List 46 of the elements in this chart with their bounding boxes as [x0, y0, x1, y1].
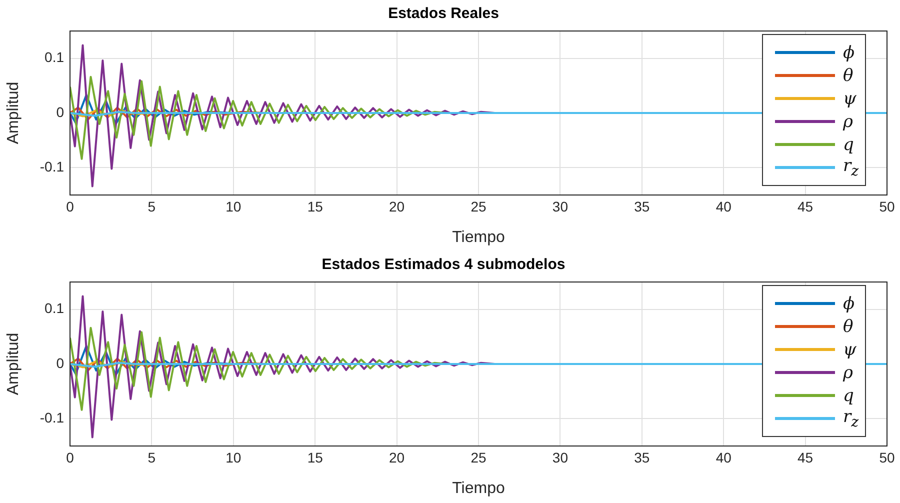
- legend-label: q: [843, 134, 854, 154]
- y-tick-label: -0.1: [40, 158, 64, 175]
- y-tick-label: 0: [56, 354, 64, 371]
- x-tick-label: 40: [716, 198, 732, 214]
- y-axis-title: Amplitud: [5, 332, 22, 396]
- y-axis-title: Amplitud: [5, 82, 22, 144]
- x-tick-label: 20: [389, 198, 405, 214]
- x-tick-label: 35: [634, 198, 650, 214]
- x-tick-label: 0: [66, 449, 74, 466]
- x-tick-label: 5: [148, 449, 156, 466]
- legend-label: θ: [843, 316, 854, 336]
- y-tick-label: -0.1: [40, 410, 64, 426]
- x-tick-label: 30: [552, 198, 568, 214]
- x-tick-label: 10: [226, 449, 242, 466]
- x-tick-label: 50: [879, 198, 895, 214]
- legend-label: q: [843, 386, 854, 406]
- y-tick-label: 0.1: [44, 300, 64, 316]
- x-tick-label: 45: [798, 198, 814, 214]
- x-tick-label: 5: [148, 198, 156, 214]
- legend-label: ψ: [843, 340, 856, 360]
- x-tick-label: 40: [716, 449, 732, 466]
- x-tick-label: 15: [307, 198, 324, 214]
- y-tick-label: 0.1: [44, 49, 64, 66]
- legend-label: ϕ: [843, 42, 855, 62]
- x-tick-label: 20: [389, 449, 405, 466]
- x-tick-label: 0: [66, 198, 74, 214]
- y-tick-label: 0: [56, 104, 64, 120]
- legend-label: r$_{z}$: [843, 406, 859, 430]
- legend-label: ψ: [843, 88, 856, 108]
- legend-label: ρ: [843, 112, 853, 132]
- x-tick-label: 10: [226, 198, 242, 214]
- x-tick-label: 25: [470, 198, 486, 214]
- x-tick-label: 30: [552, 449, 568, 466]
- legend-label: θ: [843, 66, 854, 86]
- x-tick-label: 25: [470, 449, 486, 466]
- legend-label: ϕ: [843, 294, 855, 314]
- legend-label: r$_{z}$: [843, 156, 859, 180]
- x-tick-label: 45: [798, 449, 814, 466]
- x-tick-label: 50: [879, 449, 895, 466]
- chart-title: Estados Estimados 4 submodelos: [322, 256, 566, 274]
- x-axis-title: Tiempo: [452, 228, 505, 246]
- x-tick-label: 35: [634, 449, 650, 466]
- x-tick-label: 15: [307, 449, 324, 466]
- legend-label: ρ: [843, 362, 853, 382]
- x-axis-title: Tiempo: [452, 480, 505, 497]
- chart-title: Estados Reales: [388, 5, 499, 22]
